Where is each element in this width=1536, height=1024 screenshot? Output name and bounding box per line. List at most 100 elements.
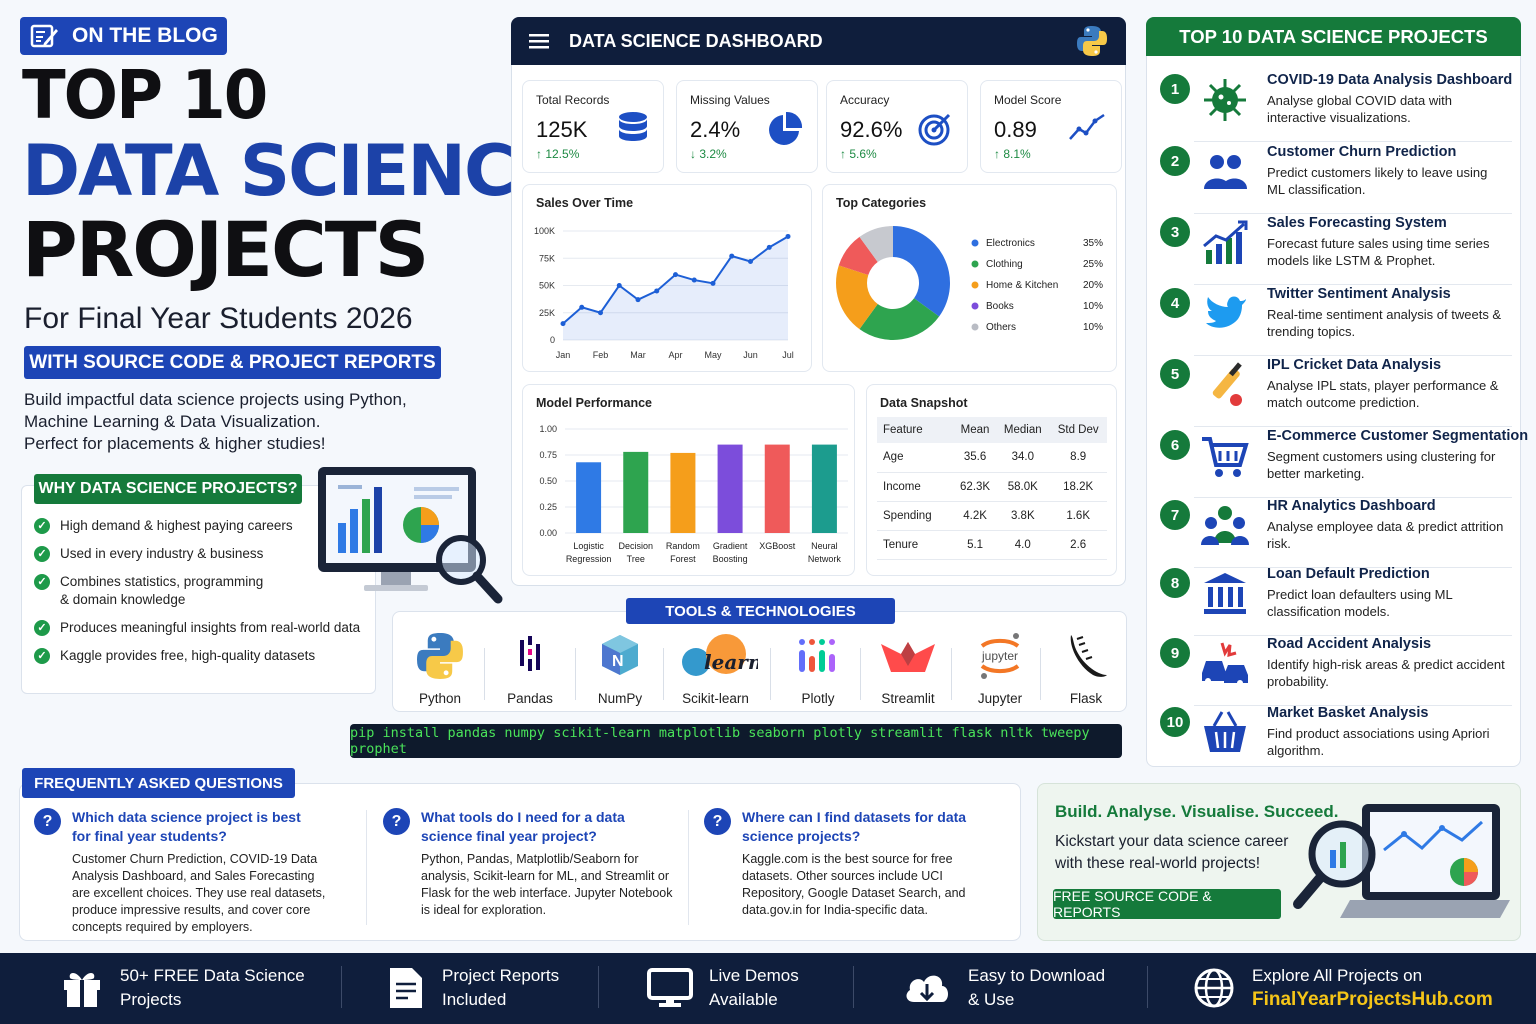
tool-scikit-learn[interactable]: learn Scikit-learn (668, 628, 763, 708)
check-icon: ✓ (34, 648, 50, 664)
jupyter-logo-icon: jupyter (980, 633, 1020, 679)
project-item[interactable]: 10 Market Basket Analysis Find product ass… (1158, 705, 1518, 775)
tool-separator (575, 648, 576, 700)
legend-value: 35% (1083, 238, 1103, 249)
why-item: ✓ Kaggle provides free, high-quality data… (34, 647, 364, 665)
project-item[interactable]: 9 Road Accident Analysis Identify high-ris… (1158, 636, 1518, 706)
hero-title-line1: TOP 10 (22, 57, 268, 135)
menu-icon[interactable] (529, 33, 549, 49)
install-command[interactable]: pip install pandas numpy scikit-learn ma… (350, 724, 1122, 758)
tool-streamlit[interactable]: Streamlit (863, 628, 953, 708)
project-item[interactable]: 5 IPL Cricket Data Analysis Analyse IPL st… (1158, 357, 1518, 427)
project-title: HR Analytics Dashboard (1267, 498, 1436, 514)
pie-slice (859, 226, 893, 262)
footer-feature: Project Reports Included (386, 963, 559, 1013)
project-divider (1194, 426, 1512, 427)
legend-swatch (971, 260, 979, 268)
intro-line: Perfect for placements & higher studies! (24, 434, 326, 453)
series-area (563, 236, 788, 340)
question-icon: ? (383, 808, 410, 835)
project-title: Market Basket Analysis (1267, 705, 1429, 721)
footer-feature-line: & Use (968, 990, 1015, 1009)
kpi-label: Model Score (994, 93, 1062, 107)
faq-answer: Customer Churn Prediction, COVID-19 Data… (72, 852, 326, 934)
project-description: Predict loan defaulters using ML classif… (1267, 587, 1453, 619)
intro-line: Machine Learning & Data Visualization. (24, 412, 321, 431)
why-list: ✓ High demand & highest paying careers ✓ U… (34, 517, 364, 675)
faq-separator (366, 810, 367, 925)
table-cell: Spending (883, 509, 932, 522)
project-number: 10 (1160, 707, 1190, 737)
pandas-logo-icon (520, 636, 540, 671)
project-divider (1194, 141, 1512, 142)
plotly-logo-icon (799, 639, 835, 672)
pie-slice (859, 298, 940, 340)
y-tick-label: 0.00 (539, 528, 557, 538)
project-title: Road Accident Analysis (1267, 636, 1432, 652)
svg-text:N: N (612, 653, 624, 670)
tool-name: Pandas (507, 691, 553, 706)
project-item[interactable]: 4 Twitter Sentiment Analysis Real-time sen… (1158, 286, 1518, 356)
project-title: E-Commerce Customer Segmentation (1267, 428, 1529, 444)
tool-pandas[interactable]: Pandas (485, 628, 575, 708)
project-description: Real-time sentiment analysis of tweets &… (1267, 307, 1502, 339)
project-item[interactable]: 6 E-Commerce Customer Segmentation Segment… (1158, 428, 1528, 498)
y-tick-label: 0.50 (539, 476, 557, 486)
svg-text:learn: learn (704, 650, 758, 674)
table-row: Income 62.3K 58.0K 18.2K (877, 472, 1107, 501)
top10-title: TOP 10 DATA SCIENCE PROJECTS (1146, 17, 1521, 56)
tool-numpy[interactable]: N NumPy (575, 628, 665, 708)
kpi-label: Accuracy (840, 93, 890, 107)
legend-label: Others (986, 322, 1016, 333)
project-item[interactable]: 2 Customer Churn Prediction Predict custom… (1158, 144, 1518, 214)
free-source-code-button[interactable]: FREE SOURCE CODE & REPORTS (1053, 888, 1281, 920)
why-item-text: Kaggle provides free, high-quality datas… (60, 648, 316, 663)
data-point (654, 288, 660, 294)
pie-slice (893, 226, 950, 317)
gift-icon (64, 973, 100, 1007)
column-header: Feature (883, 424, 923, 436)
y-tick-label: 75K (539, 253, 555, 263)
tool-plotly[interactable]: Plotly (773, 628, 863, 708)
why-item: ✓ Combines statistics, programming & doma… (34, 573, 274, 609)
tool-name: Jupyter (977, 691, 1023, 706)
database-icon (619, 112, 647, 141)
footer-explore[interactable]: Explore All Projects on FinalYearProjects… (1192, 963, 1493, 1013)
categories-chart-panel: Top Categories Electronics 35% Clothing 25%… (822, 184, 1117, 372)
project-title: IPL Cricket Data Analysis (1267, 357, 1442, 373)
project-item[interactable]: 3 Sales Forecasting System Forecast future… (1158, 215, 1518, 285)
project-number: 6 (1160, 430, 1190, 460)
table-cell: 35.6 (963, 451, 987, 464)
cart-icon (1202, 437, 1249, 477)
performance-chart-panel: Model Performance 0.00 0.25 0.50 0.75 1.00 Lo… (522, 384, 855, 576)
edit-note-icon (30, 24, 58, 48)
project-item[interactable]: 8 Loan Default Prediction Predict loan def… (1158, 566, 1518, 636)
cta-description: Kickstart your data science career with … (1055, 833, 1289, 872)
footer-feature-line: Easy to Download (968, 966, 1106, 985)
faq-question: What tools do I need for a data science … (421, 809, 625, 844)
table-cell: 4.0 (1014, 538, 1031, 551)
table-cell: 62.3K (960, 480, 991, 493)
table-cell: Tenure (883, 538, 919, 551)
legend-label: Books (986, 301, 1014, 312)
tool-jupyter[interactable]: jupyter Jupyter (955, 628, 1045, 708)
table-row: Spending 4.2K 3.8K 1.6K (877, 501, 1107, 530)
x-tick-label: Apr (668, 350, 682, 360)
tool-flask[interactable]: Flask (1041, 628, 1131, 708)
tool-python[interactable]: Python (395, 628, 485, 708)
project-divider (1194, 497, 1512, 498)
project-item[interactable]: 1 COVID-19 Data Analysis Dashboard Analyse… (1158, 72, 1518, 142)
check-icon: ✓ (34, 546, 50, 562)
project-item[interactable]: 7 HR Analytics Dashboard Analyse employee … (1158, 498, 1518, 568)
dashboard-header: DATA SCIENCE DASHBOARD (511, 17, 1126, 65)
x-tick-label: Forest (670, 554, 696, 564)
footer-feature: Live Demos Available (647, 963, 799, 1013)
site-link[interactable]: FinalYearProjectsHub.com (1252, 989, 1493, 1010)
footer-feature-line: Included (442, 990, 507, 1009)
x-tick-label: Jul (782, 350, 794, 360)
x-tick-label: Logistic (573, 541, 604, 551)
why-item: ✓ High demand & highest paying careers (34, 517, 364, 535)
x-tick-label: Tree (627, 554, 645, 564)
data-point (579, 304, 585, 310)
users-icon (1204, 155, 1247, 189)
